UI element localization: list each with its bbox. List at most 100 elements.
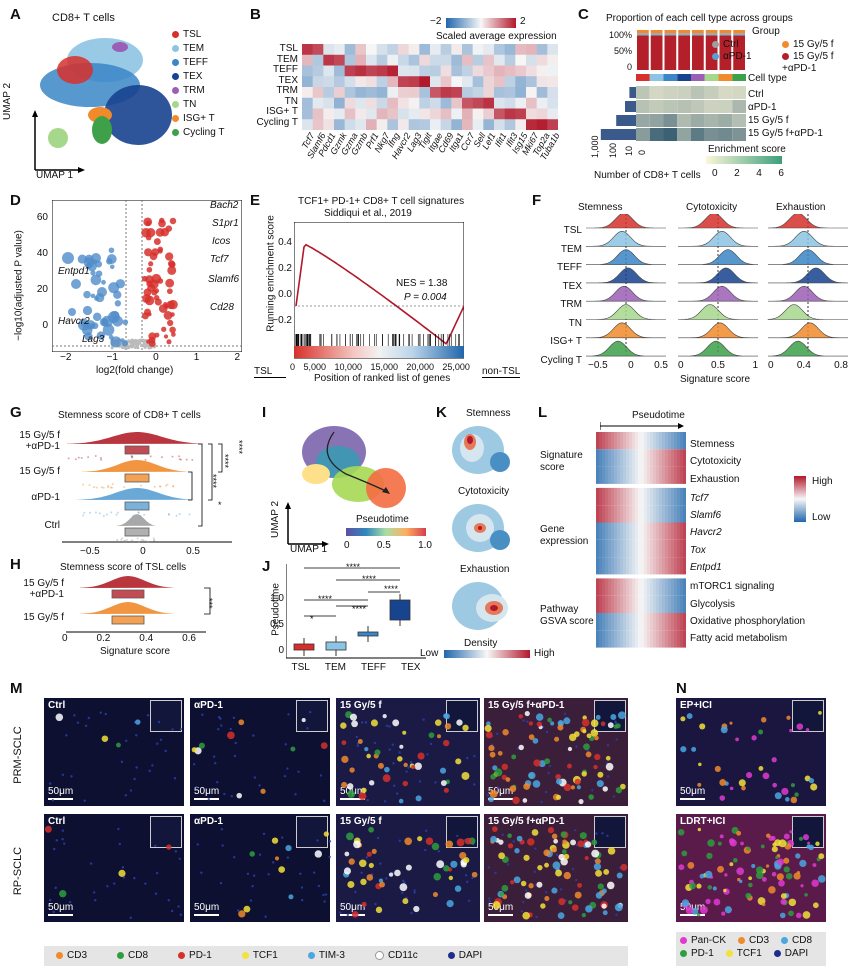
heatmap-cell xyxy=(596,578,600,596)
cell-signal xyxy=(234,741,237,745)
heatmap-cell xyxy=(638,557,642,575)
heatmap-cell xyxy=(344,54,356,66)
heatmap-cell xyxy=(680,466,684,484)
cell-signal xyxy=(492,901,501,910)
cell-signal xyxy=(788,910,794,917)
point xyxy=(111,483,114,486)
sig-mark: **** xyxy=(352,604,367,614)
heatmap-cell xyxy=(408,65,420,77)
heatmap-cell xyxy=(650,487,654,506)
cell-signal xyxy=(398,798,404,804)
heatmap-cell xyxy=(659,522,663,540)
cell-signal xyxy=(790,796,798,804)
cell-signal xyxy=(780,893,787,899)
enrichment-cell xyxy=(649,128,664,141)
heatmap-cell xyxy=(440,65,452,77)
cell-signal xyxy=(793,872,801,880)
heatmap-cell xyxy=(602,595,606,613)
heatmap-cell xyxy=(494,87,505,99)
point xyxy=(179,458,182,461)
heatmap-cell xyxy=(334,54,345,66)
enrichment-cell xyxy=(636,114,650,127)
cell-signal xyxy=(594,858,601,865)
cell-signal xyxy=(388,872,394,877)
heatmap-cell xyxy=(494,108,505,120)
heatmap-cell xyxy=(623,557,627,575)
cell-signal xyxy=(704,870,713,879)
heatmap-gene-labels: Tcf7 Slamf6 Pdcd1 Gzmk Gzma Gzmb Prf1 Nkg7 Ifng H… xyxy=(300,131,562,162)
heatmap-cell xyxy=(632,630,636,648)
micrograph: 15 Gy/5 f+αPD-1 50μm xyxy=(484,698,628,806)
ridge-density xyxy=(768,267,848,284)
heatmap-cell xyxy=(680,487,684,506)
point xyxy=(178,458,181,461)
heatmap-cell xyxy=(599,539,603,558)
cell-signal xyxy=(171,728,174,731)
cell-signal xyxy=(431,842,440,851)
cell-signal xyxy=(399,744,404,749)
heatmap-l-colorbar xyxy=(794,476,806,522)
cell-signal xyxy=(575,878,578,882)
heatmap-cell xyxy=(638,630,642,648)
point-up xyxy=(157,278,164,284)
heatmap-cell xyxy=(680,595,684,613)
heatmap-cell xyxy=(451,108,463,120)
cell-signal xyxy=(488,900,491,903)
group-legend-title: Group xyxy=(752,26,780,37)
heatmap-cell xyxy=(398,76,409,88)
cell-signal xyxy=(789,728,793,733)
cell-signal xyxy=(44,825,52,833)
cell-signal xyxy=(528,883,534,889)
heatmap-cell xyxy=(623,595,627,613)
heatmap-cell xyxy=(611,613,615,631)
heatmap-cell xyxy=(644,613,648,631)
cell-signal xyxy=(571,867,575,871)
enrichment-cell xyxy=(718,114,733,127)
panel-a-title: CD8+ T cells xyxy=(52,12,115,24)
point xyxy=(82,514,85,517)
heatmap-cell xyxy=(668,505,672,523)
row-label: RP-SCLC xyxy=(12,846,24,896)
cell-signal xyxy=(513,876,521,884)
heatmap-cell xyxy=(608,630,612,648)
heatmap-cell xyxy=(515,119,527,130)
prop-segment xyxy=(705,35,718,70)
cell-signal xyxy=(379,862,382,865)
heatmap-cell xyxy=(614,505,618,523)
sig-mark: **** xyxy=(384,584,399,594)
heatmap-cell xyxy=(611,432,615,450)
point xyxy=(161,456,164,459)
cell-signal xyxy=(135,766,138,769)
point xyxy=(140,538,143,541)
point-up xyxy=(141,228,151,238)
box xyxy=(325,641,347,651)
cell-signal xyxy=(796,870,801,875)
cell-signal xyxy=(544,896,550,902)
cell-signal xyxy=(575,844,578,847)
prop-segment xyxy=(664,35,677,70)
heatmap-cell xyxy=(644,539,648,558)
ridge-density xyxy=(586,214,666,229)
cell-signal xyxy=(551,847,557,853)
count-bar xyxy=(625,101,636,112)
sig-mark: **** xyxy=(362,574,377,584)
heatmap-cell xyxy=(617,449,621,467)
cell-signal xyxy=(699,873,705,879)
point-up xyxy=(163,334,169,339)
enrichment-curve xyxy=(295,243,464,345)
heatmap-cell xyxy=(334,119,345,130)
heatmap-cell xyxy=(617,432,621,450)
cell-signal xyxy=(61,838,64,841)
cell-signal xyxy=(606,881,615,890)
cell-signal xyxy=(117,827,120,831)
point xyxy=(137,339,141,343)
point xyxy=(123,539,126,542)
gsea-xticks: 0 5,000 10,000 15,000 20,000 25,000 xyxy=(290,362,470,372)
cell-signal xyxy=(810,783,818,791)
heatmap-cell xyxy=(617,505,621,523)
cell-signal xyxy=(555,778,562,785)
cell-signal xyxy=(561,849,567,854)
heatmap-cell xyxy=(614,578,618,596)
heatmap-cell xyxy=(430,44,441,56)
point-down xyxy=(90,293,96,299)
